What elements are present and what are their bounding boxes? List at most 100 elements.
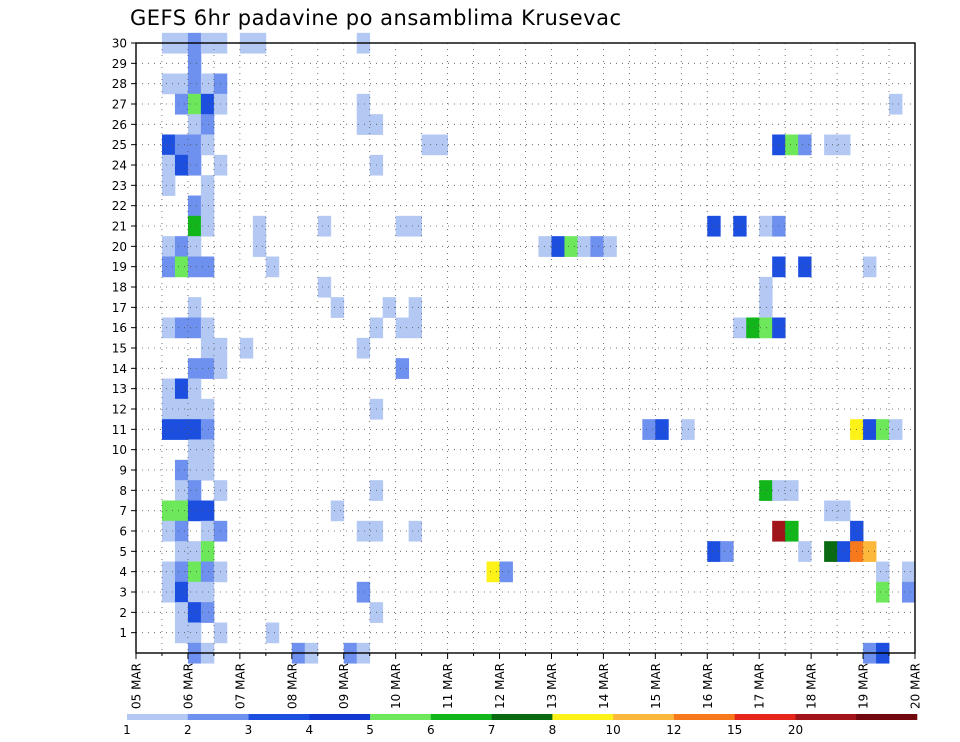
- heatmap-cell: [785, 520, 799, 542]
- heatmap-cell: [200, 439, 215, 461]
- y-tick-label: 26: [112, 118, 127, 132]
- heatmap-cell: [759, 276, 773, 298]
- heatmap-cell: [174, 378, 189, 400]
- heatmap-cell: [200, 215, 215, 237]
- x-tick-label: 10 MAR: [389, 663, 403, 709]
- x-tick-label: 13 MAR: [545, 663, 559, 709]
- heatmap-cell: [798, 256, 812, 278]
- colorbar-segment: [613, 714, 675, 720]
- heatmap-cell: [577, 236, 591, 257]
- heatmap-cell: [187, 500, 202, 522]
- heatmap-cell: [408, 215, 423, 237]
- colorbar-label: 10: [606, 723, 621, 737]
- heatmap-cell: [187, 93, 202, 115]
- y-tick-label: 27: [112, 98, 127, 112]
- heatmap-cell: [200, 175, 215, 196]
- colorbar-segment: [673, 714, 735, 720]
- y-tick-label: 16: [112, 321, 127, 335]
- heatmap-cell: [824, 541, 838, 562]
- heatmap-cell: [161, 581, 176, 603]
- y-tick-label: 29: [112, 57, 127, 71]
- y-tick-label: 6: [119, 525, 127, 539]
- colorbar-label: 2: [184, 723, 192, 737]
- heatmap-cell: [538, 236, 552, 257]
- heatmap-cell: [356, 337, 371, 359]
- heatmap-cell: [265, 256, 280, 278]
- heatmap-cell: [356, 93, 371, 115]
- heatmap-cell: [174, 256, 189, 278]
- heatmap-cell: [902, 581, 916, 603]
- heatmap-cell: [187, 480, 202, 501]
- heatmap-cell: [798, 134, 812, 156]
- heatmap-cell: [174, 236, 189, 257]
- colorbar-label: 5: [366, 723, 374, 737]
- heatmap-cell: [707, 215, 721, 237]
- y-tick-label: 11: [112, 423, 127, 437]
- heatmap-cell: [863, 419, 877, 440]
- heatmap-cell: [174, 154, 189, 176]
- x-tick-label: 07 MAR: [233, 663, 247, 709]
- heatmap-cell: [200, 419, 215, 440]
- heatmap-cell: [395, 358, 410, 379]
- heatmap-cell: [200, 317, 215, 339]
- heatmap-cell: [408, 317, 423, 339]
- y-axis-ticks: 1234567891011121314151617181920212223242…: [112, 37, 136, 640]
- heatmap-cell: [174, 602, 189, 623]
- heatmap-cell: [200, 581, 215, 603]
- colorbar-segment: [248, 714, 310, 720]
- y-tick-label: 4: [119, 565, 127, 579]
- heatmap-cell: [161, 134, 176, 156]
- heatmap-cell: [161, 520, 176, 542]
- heatmap-cell: [187, 378, 202, 400]
- heatmap-cell: [759, 297, 773, 318]
- x-tick-label: 16 MAR: [701, 663, 715, 709]
- heatmap-cell: [642, 419, 656, 440]
- heatmap-cell: [187, 561, 202, 583]
- y-tick-label: 17: [112, 301, 127, 315]
- heatmap-cell: [486, 561, 500, 583]
- colorbar-segment: [856, 714, 918, 720]
- heatmap-cell: [161, 378, 176, 400]
- heatmap-cell: [395, 215, 410, 237]
- y-tick-label: 8: [119, 484, 127, 498]
- y-tick-label: 21: [112, 220, 127, 234]
- heatmap-cell: [187, 419, 202, 440]
- heatmap-cell: [824, 500, 838, 522]
- heatmap-cell: [187, 581, 202, 603]
- heatmap-cell: [200, 459, 215, 481]
- y-tick-label: 9: [119, 464, 127, 478]
- y-tick-label: 18: [112, 281, 127, 295]
- heatmap-cell: [408, 520, 423, 542]
- heatmap-cell: [707, 541, 721, 562]
- x-tick-label: 15 MAR: [649, 663, 663, 709]
- heatmap-cell: [187, 398, 202, 420]
- heatmap-cell: [876, 419, 890, 440]
- colorbar-label: 8: [549, 723, 557, 737]
- heatmap-cell: [421, 134, 436, 156]
- heatmap-cell: [655, 419, 669, 440]
- y-tick-label: 19: [112, 260, 127, 274]
- heatmap-cell: [863, 256, 877, 278]
- x-tick-label: 05 MAR: [130, 663, 144, 709]
- y-tick-label: 10: [112, 443, 127, 457]
- colorbar-label: 6: [427, 723, 435, 737]
- colorbar: 1 2 3 4 5 6 7 8 10 12 15 20: [123, 714, 918, 737]
- heatmap-cell: [889, 419, 903, 440]
- heatmap-cell: [759, 215, 773, 237]
- heatmap-cell: [681, 419, 695, 440]
- x-tick-label: 18 MAR: [805, 663, 819, 709]
- y-tick-label: 20: [112, 240, 127, 254]
- heatmap-cell: [330, 297, 345, 318]
- heatmap-cell: [252, 236, 267, 257]
- x-tick-label: 14 MAR: [597, 663, 611, 709]
- colorbar-label: 7: [488, 723, 496, 737]
- colorbar-label: 20: [788, 723, 803, 737]
- y-tick-label: 30: [112, 37, 127, 51]
- heatmap-cell: [200, 256, 215, 278]
- x-tick-label: 06 MAR: [181, 663, 195, 709]
- heatmap-cell: [161, 256, 176, 278]
- x-tick-label: 19 MAR: [857, 663, 871, 709]
- colorbar-segment: [370, 714, 432, 720]
- heatmap-cell: [187, 439, 202, 461]
